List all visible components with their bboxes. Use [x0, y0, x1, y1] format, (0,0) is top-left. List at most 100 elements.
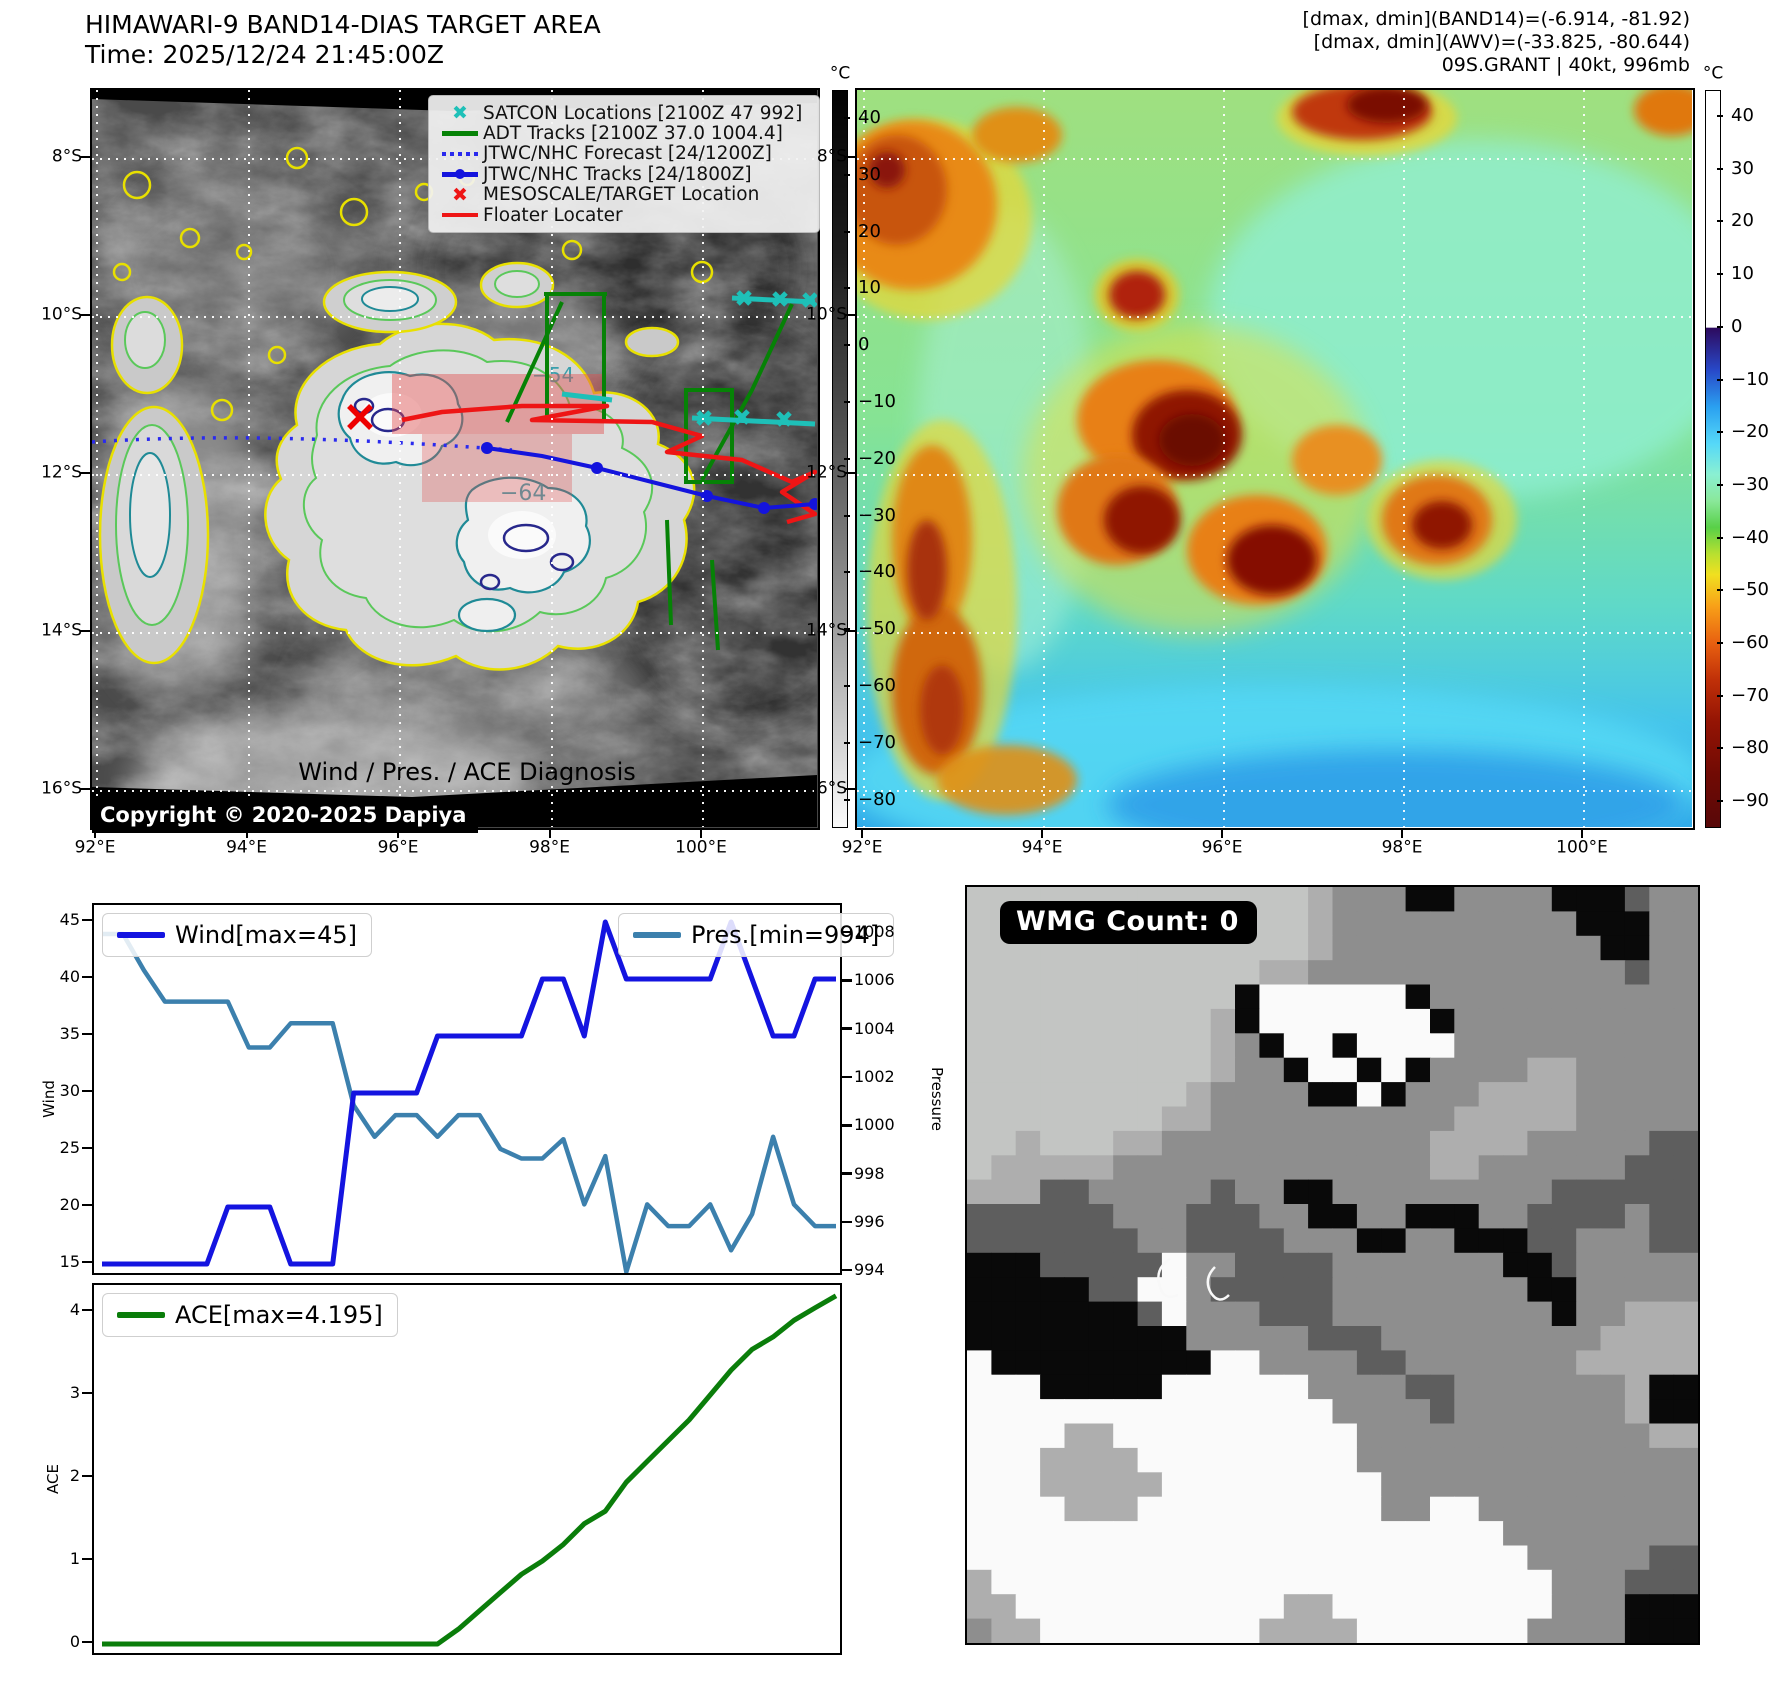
tick-mark — [842, 1124, 852, 1127]
tick-mark — [844, 741, 850, 744]
tick-mark — [844, 117, 850, 119]
tick-mark — [1717, 325, 1723, 328]
map-legend-row: ✖ MESOSCALE/TARGET Location — [437, 184, 809, 206]
tick-mark — [1717, 273, 1723, 276]
pressure-tick: 996 — [854, 1211, 885, 1231]
wind-line — [102, 919, 836, 1267]
awv-colorbar-tick: 20 — [1731, 210, 1754, 232]
lat-tick-right-map: 8°S — [816, 146, 847, 167]
tick-mark — [80, 314, 90, 317]
diagnosis-chart-title: Wind / Pres. / ACE Diagnosis — [298, 758, 636, 786]
ace-line — [102, 1293, 838, 1647]
contour-label-54: −54 — [532, 363, 574, 387]
tick-mark — [845, 314, 855, 317]
lon-tick-left-map: 100°E — [675, 837, 727, 858]
tick-mark — [1717, 747, 1723, 750]
ace-tick: 3 — [69, 1383, 80, 1402]
target-area-box-2 — [422, 434, 572, 502]
band14-colorbar-tick: −10 — [858, 391, 896, 412]
map-legend-row: ADT Tracks [2100Z 37.0 1004.4] — [437, 123, 809, 144]
line-sample-icon — [437, 169, 483, 180]
map-legend-row: JTWC/NHC Tracks [24/1800Z] — [437, 163, 809, 185]
band14-colorbar-tick: −70 — [858, 731, 896, 753]
ace-legend: ACE[max=4.195] — [102, 1293, 398, 1337]
storm-info-block: [dmax, dmin](BAND14)=(-6.914, -81.92) [d… — [1303, 8, 1690, 78]
wind-tick: 45 — [59, 910, 80, 929]
wind-tick: 15 — [59, 1252, 80, 1271]
band14-panel-title: HIMAWARI-9 BAND14-DIAS TARGET AREA Time:… — [85, 10, 601, 69]
lon-tick-left-map: 96°E — [377, 837, 419, 858]
lat-tick-left-map: 16°S — [41, 778, 82, 799]
lon-tick-right-map: 94°E — [1021, 837, 1063, 858]
tick-mark — [842, 1075, 852, 1079]
tick-mark — [82, 1557, 92, 1561]
awv-colorbar-tick: −90 — [1731, 790, 1769, 812]
tick-mark — [844, 230, 850, 233]
tick-mark — [844, 457, 850, 460]
tick-mark — [245, 830, 248, 838]
awv-colorbar-tick: −50 — [1731, 579, 1769, 601]
awv-colorbar-tick: −30 — [1731, 473, 1769, 495]
awv-colorbar-tick: 40 — [1731, 105, 1754, 126]
tick-mark — [1717, 483, 1723, 486]
mesoscale-target-x-icon — [347, 404, 373, 430]
satcon-markers-cyan — [561, 290, 817, 427]
map-legend: ✖ SATCON Locations [2100Z 47 992] ADT Trac… — [428, 95, 820, 234]
contour-label-64: −64 — [500, 481, 546, 506]
tick-mark — [844, 685, 850, 687]
tick-mark — [82, 1640, 92, 1644]
pressure-tick: 998 — [854, 1163, 885, 1183]
wind-tick: 20 — [59, 1195, 80, 1214]
lat-tick-left-map: 8°S — [51, 146, 82, 167]
awv-colorbar — [1705, 90, 1721, 828]
tick-mark — [548, 830, 551, 838]
tick-mark — [1717, 589, 1723, 592]
wind-tick: 40 — [59, 967, 80, 986]
tick-mark — [80, 630, 90, 633]
lat-tick-left-map: 12°S — [41, 462, 82, 483]
awv-colorbar-tick: 30 — [1731, 157, 1754, 179]
awv-colorbar-unit: °C — [1702, 63, 1724, 84]
info-band14-dmax-dmin: [dmax, dmin](BAND14)=(-6.914, -81.92) — [1302, 8, 1690, 30]
lat-tick-left-map: 10°S — [41, 304, 82, 325]
tick-mark — [842, 1220, 852, 1224]
floater-locater-red-line — [401, 403, 817, 525]
lat-tick-left-map: 14°S — [41, 620, 82, 641]
pressure-legend-sample — [633, 932, 681, 938]
tick-mark — [82, 1146, 92, 1150]
wind-pressure-chart — [92, 903, 842, 1275]
map-legend-label: MESOSCALE/TARGET Location — [483, 184, 760, 206]
tick-mark — [844, 571, 850, 574]
band14-colorbar-tick: −20 — [858, 447, 896, 469]
tick-mark — [845, 156, 855, 159]
band14-colorbar-tick: 10 — [858, 277, 881, 299]
tick-mark — [844, 344, 850, 347]
tick-mark — [1581, 830, 1584, 838]
dotted-line-icon — [437, 151, 483, 157]
tick-mark — [842, 979, 852, 982]
tick-mark — [82, 1391, 92, 1395]
map-legend-label: JTWC/NHC Tracks [24/1800Z] — [483, 163, 752, 185]
wmg-pixel-image — [967, 887, 1698, 1643]
tick-mark — [82, 1089, 92, 1093]
wind-legend-sample — [117, 932, 165, 938]
ace-tick: 1 — [69, 1549, 80, 1568]
tick-mark — [1717, 431, 1723, 434]
map-legend-label: SATCON Locations [2100Z 47 992] — [483, 102, 803, 124]
copyright-badge: Copyright © 2020-2025 Dapiya — [92, 799, 479, 833]
info-awv-dmax-dmin: [dmax, dmin](AWV)=(-33.825, -80.644) — [1313, 31, 1690, 54]
x-marker-icon: ✖ — [452, 102, 468, 125]
tick-mark — [82, 1032, 92, 1036]
pressure-tick: 1008 — [854, 922, 895, 941]
tick-mark — [842, 1027, 852, 1030]
tick-mark — [844, 798, 850, 801]
line-sample-icon — [437, 212, 483, 218]
tick-mark — [842, 1172, 852, 1175]
awv-colorbar-tick: −70 — [1731, 684, 1769, 706]
ace-tick: 2 — [69, 1466, 80, 1485]
wmg-image-panel — [965, 885, 1700, 1645]
band14-title-time: Time: 2025/12/24 21:45:00Z — [85, 39, 444, 69]
tick-mark — [842, 930, 852, 934]
ace-legend-sample — [117, 1312, 165, 1318]
lon-tick-left-map: 92°E — [74, 837, 116, 858]
